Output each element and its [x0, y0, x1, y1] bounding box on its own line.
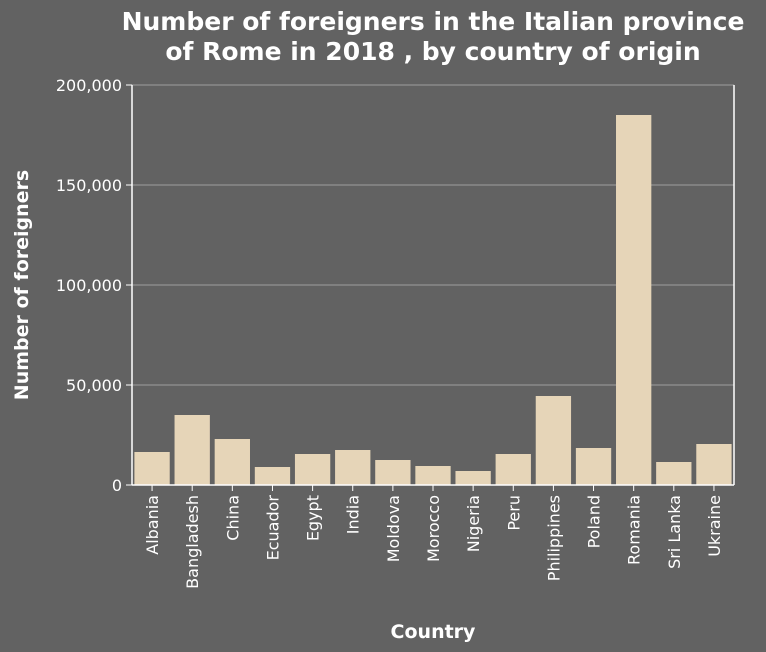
chart-title-line-2: of Rome in 2018 , by country of origin — [165, 37, 700, 66]
x-tick-label: Poland — [585, 495, 604, 548]
x-tick-label: Nigeria — [464, 495, 483, 552]
y-tick-label: 50,000 — [66, 376, 122, 395]
x-tick-label: Bangladesh — [183, 495, 202, 589]
x-tick-label: Morocco — [424, 495, 443, 562]
bar-romania — [616, 115, 652, 485]
x-tick-label: Egypt — [304, 495, 323, 541]
bar-philippines — [535, 396, 572, 485]
y-tick-label: 150,000 — [56, 176, 122, 195]
y-axis-ticks: 0 50,000 100,000 150,000 200,000 — [56, 76, 132, 495]
bars — [134, 115, 732, 485]
bar-ecuador — [254, 467, 291, 485]
bar-peru — [495, 454, 531, 485]
bar-ukraine — [696, 444, 732, 485]
x-tick-label: Ecuador — [263, 495, 282, 561]
bar-nigeria — [455, 471, 491, 485]
bar-sri-lanka — [656, 462, 692, 485]
bar-albania — [134, 452, 170, 485]
y-tick-label: 0 — [112, 476, 122, 495]
x-tick-label: Albania — [143, 495, 162, 555]
x-tick-label: India — [344, 495, 363, 534]
bar-egypt — [294, 454, 331, 485]
bar-india — [335, 450, 371, 485]
y-axis-title: Number of foreigners — [11, 170, 33, 400]
bar-morocco — [415, 466, 451, 485]
bar-poland — [575, 448, 612, 485]
x-tick-label: China — [223, 495, 242, 541]
x-tick-label: Moldova — [384, 495, 403, 562]
x-axis-title: Country — [391, 621, 477, 643]
x-tick-label: Peru — [504, 495, 523, 531]
bar-bangladesh — [174, 415, 210, 485]
bar-moldova — [375, 460, 411, 485]
x-tick-label: Ukraine — [705, 495, 724, 557]
bar-china — [214, 439, 250, 485]
y-tick-label: 100,000 — [56, 276, 122, 295]
x-tick-label: Philippines — [544, 495, 563, 581]
x-tick-label: Sri Lanka — [665, 495, 684, 569]
x-axis-ticks: Albania Bangladesh China Ecuador Egypt India M… — [143, 485, 724, 589]
chart-title-line-1: Number of foreigners in the Italian prov… — [122, 7, 745, 36]
y-tick-label: 200,000 — [56, 76, 122, 95]
x-tick-label: Romania — [625, 495, 644, 565]
